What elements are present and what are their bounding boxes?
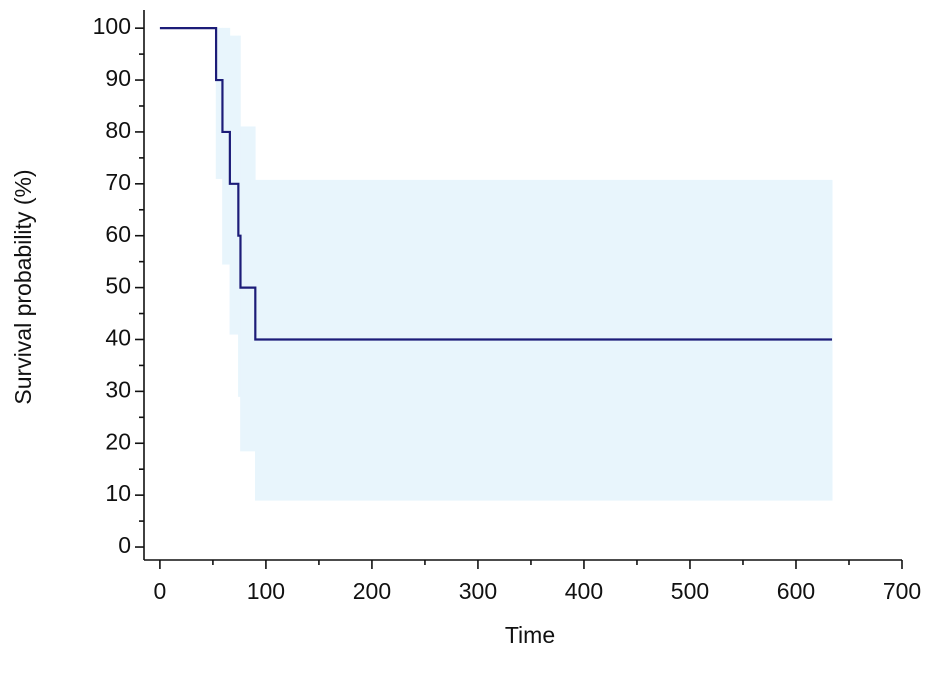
confidence-interval: [222, 27, 231, 265]
survival-line: [159, 27, 833, 341]
x-tick-label: 300: [459, 578, 497, 604]
x-tick-label: 400: [565, 578, 603, 604]
x-tick-label: 500: [671, 578, 709, 604]
y-tick-label: 0: [118, 532, 131, 558]
y-tick-label: 90: [105, 65, 131, 91]
x-tick-label: 700: [883, 578, 921, 604]
y-tick-label: 80: [105, 117, 131, 143]
x-tick-label: 100: [247, 578, 285, 604]
y-axis-title: Survival probability (%): [10, 169, 36, 404]
confidence-interval: [229, 35, 239, 335]
y-tick-label: 20: [105, 428, 131, 454]
plot: [159, 27, 833, 341]
confidence-interval: [240, 126, 256, 452]
x-tick-label: 0: [154, 578, 167, 604]
y-tick-label: 40: [105, 325, 131, 351]
y-tick-label: 70: [105, 169, 131, 195]
x-tick-label: 200: [353, 578, 391, 604]
y-tick-label: 30: [105, 376, 131, 402]
y-tick-label: 10: [105, 480, 131, 506]
y-tick-label: 60: [105, 221, 131, 247]
x-tick-label: 600: [777, 578, 815, 604]
x-axis-title: Time: [505, 622, 555, 648]
confidence-band: [215, 27, 833, 501]
y-tick-label: 100: [93, 13, 131, 39]
y-tick-label: 50: [105, 273, 131, 299]
